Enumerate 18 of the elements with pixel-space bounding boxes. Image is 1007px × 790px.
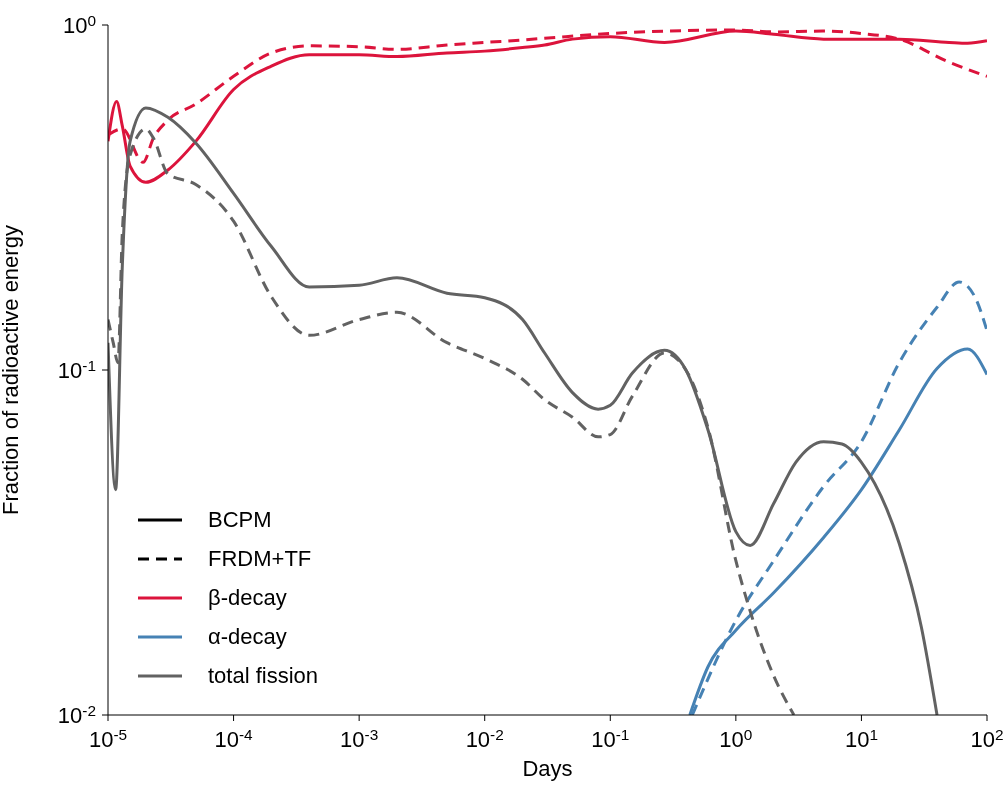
x-tick-label: 10$^{2}$ bbox=[970, 726, 1004, 752]
legend-label: β-decay bbox=[208, 584, 287, 611]
y-tick-label: 10$^{-2}$ bbox=[57, 702, 96, 728]
legend-label: total fission bbox=[208, 662, 319, 689]
y-tick-label: 10$^{0}$ bbox=[62, 12, 96, 38]
legend-label: FRDM+TF bbox=[208, 545, 312, 572]
y-axis-title: Fraction of radioactive energy bbox=[0, 225, 23, 515]
x-tick-label: 10$^{-1}$ bbox=[591, 726, 630, 752]
x-tick-label: 10$^{1}$ bbox=[844, 726, 878, 752]
legend-label: BCPM bbox=[208, 506, 272, 533]
y-tick-label: 10$^{-1}$ bbox=[57, 357, 96, 383]
x-axis-title: Days bbox=[522, 756, 573, 781]
x-tick-label: 10$^{-2}$ bbox=[465, 726, 504, 752]
x-tick-label: 10$^{-4}$ bbox=[214, 726, 254, 752]
x-tick-label: 10$^{0}$ bbox=[719, 726, 753, 752]
x-tick-label: 10$^{-3}$ bbox=[340, 726, 379, 752]
x-tick-label: 10$^{-5}$ bbox=[88, 726, 128, 752]
legend-label: α-decay bbox=[208, 623, 287, 650]
